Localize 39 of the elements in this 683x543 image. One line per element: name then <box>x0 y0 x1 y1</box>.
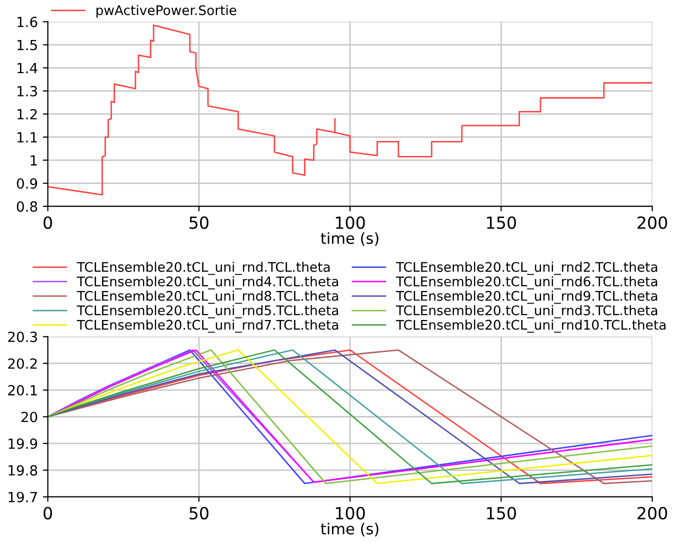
y-tick-label: 19.8 <box>8 465 38 476</box>
x-tick-label: 0 <box>44 216 52 229</box>
legend-label: TCLEnsemble20.tCL_uni_rnd3.TCL.theta <box>396 305 658 318</box>
legend-label: TCLEnsemble20.tCL_uni_rnd4.TCL.theta <box>76 276 338 290</box>
x-tick-label: 150 <box>487 506 516 520</box>
x-tick-label: 200 <box>638 506 668 520</box>
y-tick-label: 20.3 <box>8 332 37 342</box>
legend-label: TCLEnsemble20.tCL_uni_rnd9.TCL.theta <box>396 290 658 304</box>
x-tick-label: 200 <box>638 216 668 229</box>
x-tick-label: 50 <box>190 216 208 229</box>
x-axis-title: time (s) <box>320 522 378 536</box>
x-tick-label: 150 <box>487 216 516 229</box>
y-tick-label: 1.5 <box>18 40 37 50</box>
y-tick-label: 20.1 <box>8 385 37 396</box>
legend-label: TCLEnsemble20.tCL_uni_rnd8.TCL.theta <box>76 290 338 304</box>
y-tick-label: 20 <box>21 412 38 422</box>
x-tick-label: 0 <box>44 506 52 520</box>
legend-label: pwActivePower.Sortie <box>96 4 236 18</box>
y-tick-label: 1 <box>30 155 37 166</box>
legend-label: TCLEnsemble20.tCL_uni_rnd5.TCL.theta <box>76 305 338 318</box>
y-tick-label: 1.3 <box>18 86 37 96</box>
y-tick-label: 19.7 <box>8 492 37 502</box>
x-axis-title: time (s) <box>320 232 378 246</box>
y-tick-label: 1.6 <box>18 16 38 28</box>
legend-label: TCLEnsemble20.tCL_uni_rnd2.TCL.theta <box>396 262 658 275</box>
y-tick-label: 1.1 <box>18 132 37 142</box>
legend-label: TCLEnsemble20.tCL_uni_rnd10.TCL.theta <box>396 320 666 333</box>
y-tick-label: 1.2 <box>18 109 37 120</box>
x-tick-label: 100 <box>336 216 365 229</box>
y-tick-label: 0.9 <box>16 178 38 189</box>
y-tick-label: 0.8 <box>16 201 38 212</box>
y-tick-label: 20.2 <box>8 358 37 369</box>
x-tick-label: 100 <box>336 506 365 520</box>
x-tick-label: 50 <box>190 506 208 520</box>
legend-label: TCLEnsemble20.tCL_uni_rnd.TCL.theta <box>76 262 330 275</box>
y-tick-label: 19.9 <box>8 438 38 449</box>
y-tick-label: 1.4 <box>18 63 38 74</box>
legend-label: TCLEnsemble20.tCL_uni_rnd7.TCL.theta <box>76 320 338 333</box>
legend-label: TCLEnsemble20.tCL_uni_rnd6.TCL.theta <box>396 276 658 290</box>
